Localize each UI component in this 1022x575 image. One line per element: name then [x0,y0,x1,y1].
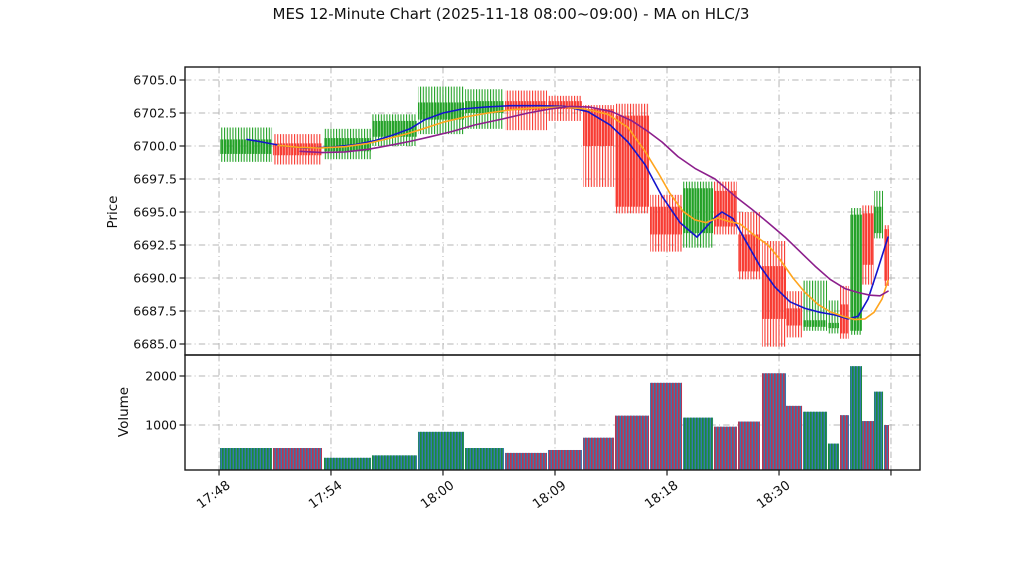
volume-bar-stripes [650,382,683,470]
price-tick-label: 6695.0 [133,204,177,219]
volume-bar-stripes [761,373,787,470]
time-tick-label: 18:09 [530,478,569,512]
candle-body [371,120,417,137]
volume-bar-stripes [548,449,582,470]
volume-tick-label: 2000 [145,368,177,383]
candle-body [738,234,760,272]
volume-bar-stripes [840,415,849,470]
volume-bar-stripes [862,421,874,470]
volume-bar-stripes [873,391,884,470]
volume-bar-stripes [417,431,465,470]
volume-bar-stripes [713,426,737,470]
volume-bar-stripes [323,457,372,470]
candle-body [548,101,582,110]
time-tick-label: 17:48 [194,478,233,512]
ma-lines [246,104,889,321]
candle-body [219,139,273,154]
volume-bar-stripes [614,415,650,470]
time-tick-label: 18:30 [754,478,793,512]
volume-bar-stripes [827,443,840,470]
candle-body [683,188,714,234]
candle-body [827,322,840,329]
candle-body [873,206,884,234]
candle-series [219,86,889,347]
volume-bar-stripes [505,452,547,470]
price-tick-label: 6697.5 [133,171,177,186]
candle-body [786,308,803,326]
ma-line [246,104,889,320]
price-tick-label: 6687.5 [133,303,177,318]
time-tick-label: 18:00 [418,478,457,512]
volume-bar-stripes [883,425,889,470]
gridlines [185,67,920,470]
volume-bar-stripes [371,455,417,470]
volume-bar-stripes [465,448,504,470]
chart-title: MES 12-Minute Chart (2025-11-18 08:00~09… [272,5,750,23]
volume-bar-stripes [219,448,273,470]
volume-bar-stripes [738,421,760,470]
candle-wicks [827,300,840,334]
candle-body [650,206,683,235]
ma-line [277,106,889,321]
candle-body [850,214,863,331]
volume-bar-stripes [850,366,863,470]
candle-body [883,229,889,281]
candle-body [862,213,874,265]
price-tick-label: 6692.5 [133,237,177,252]
price-tick-label: 6690.0 [133,270,177,285]
candle-body [272,143,323,156]
price-tick-label: 6685.0 [133,336,177,351]
price-tick-label: 6705.0 [133,72,177,87]
volume-bar-stripes [583,437,615,470]
volume-bar-stripes [786,405,803,470]
volume-bar-stripes [272,448,323,470]
volume-tick-label: 1000 [145,417,177,432]
time-tick-label: 17:54 [306,478,345,512]
time-tick-label: 18:18 [642,478,681,512]
candle-body [417,102,465,120]
ma-line [299,105,889,297]
price-tick-label: 6700.0 [133,138,177,153]
volume-bar-stripes [683,417,714,470]
price-tick-label: 6702.5 [133,105,177,120]
candle-body [802,320,828,327]
volume-panel-border [184,354,921,471]
volume-series [219,366,889,470]
volume-bar-stripes [802,411,828,470]
candle-body [840,304,849,334]
